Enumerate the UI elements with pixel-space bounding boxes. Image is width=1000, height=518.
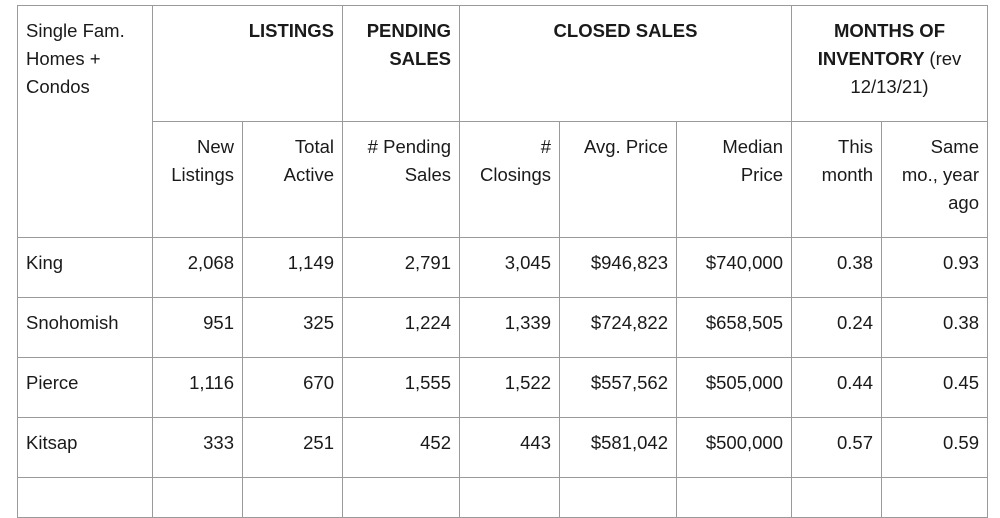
avg-price-cell: $724,822	[559, 297, 677, 358]
closings-cell: 3,045	[459, 237, 560, 298]
median-price-cell: $740,000	[676, 237, 792, 298]
empty-cell	[152, 477, 243, 518]
table-row: Snohomish 951 325 1,224 1,339 $724,822 $…	[17, 297, 988, 358]
corner-label: Single Fam. Homes + Condos	[17, 5, 153, 238]
county-name: Snohomish	[17, 297, 153, 358]
closings-cell: 1,522	[459, 357, 560, 418]
this-month-cell: 0.24	[791, 297, 882, 358]
empty-cell	[242, 477, 343, 518]
median-price-cell: $505,000	[676, 357, 792, 418]
listings-header: LISTINGS	[152, 5, 343, 122]
empty-cell	[559, 477, 677, 518]
total-active-cell: 1,149	[242, 237, 343, 298]
pending-sales-header: PENDING SALES	[342, 5, 460, 122]
total-active-cell: 251	[242, 417, 343, 478]
pending-count-header: # Pending Sales	[342, 121, 460, 238]
pending-cell: 1,224	[342, 297, 460, 358]
months-inventory-note: (rev 12/13/21)	[850, 48, 962, 97]
market-stats-table: Single Fam. Homes + Condos LISTINGS PEND…	[17, 5, 988, 518]
table-row: Pierce 1,116 670 1,555 1,522 $557,562 $5…	[17, 357, 988, 418]
county-name: Kitsap	[17, 417, 153, 478]
table-row: King 2,068 1,149 2,791 3,045 $946,823 $7…	[17, 237, 988, 298]
pending-cell: 452	[342, 417, 460, 478]
empty-cell	[342, 477, 460, 518]
county-name: King	[17, 237, 153, 298]
this-month-cell: 0.38	[791, 237, 882, 298]
empty-cell	[459, 477, 560, 518]
avg-price-header: Avg. Price	[559, 121, 677, 238]
year-ago-cell: 0.59	[881, 417, 988, 478]
median-price-cell: $500,000	[676, 417, 792, 478]
total-active-cell: 325	[242, 297, 343, 358]
subheader-row: New Listings Total Active # Pending Sale…	[18, 121, 988, 238]
this-month-cell: 0.57	[791, 417, 882, 478]
empty-cell	[676, 477, 792, 518]
county-name: Pierce	[17, 357, 153, 418]
months-inventory-title: MONTHS OF INVENTORY	[817, 20, 945, 69]
table-row: Kitsap 333 251 452 443 $581,042 $500,000…	[17, 417, 988, 478]
year-ago-header: Same mo., year ago	[881, 121, 988, 238]
median-price-header: Median Price	[676, 121, 792, 238]
new-listings-cell: 951	[152, 297, 243, 358]
this-month-header: This month	[791, 121, 882, 238]
months-inventory-header: MONTHS OF INVENTORY (rev 12/13/21)	[791, 5, 988, 122]
pending-cell: 1,555	[342, 357, 460, 418]
empty-cell	[17, 477, 153, 518]
avg-price-cell: $946,823	[559, 237, 677, 298]
total-active-header: Total Active	[242, 121, 343, 238]
closed-sales-header: CLOSED SALES	[459, 5, 792, 122]
closings-header: # Closings	[459, 121, 560, 238]
closings-cell: 1,339	[459, 297, 560, 358]
new-listings-cell: 2,068	[152, 237, 243, 298]
empty-cell	[881, 477, 988, 518]
table-row-partial	[17, 477, 988, 518]
this-month-cell: 0.44	[791, 357, 882, 418]
year-ago-cell: 0.45	[881, 357, 988, 418]
avg-price-cell: $581,042	[559, 417, 677, 478]
year-ago-cell: 0.38	[881, 297, 988, 358]
median-price-cell: $658,505	[676, 297, 792, 358]
pending-cell: 2,791	[342, 237, 460, 298]
year-ago-cell: 0.93	[881, 237, 988, 298]
new-listings-cell: 333	[152, 417, 243, 478]
closings-cell: 443	[459, 417, 560, 478]
empty-cell	[791, 477, 882, 518]
avg-price-cell: $557,562	[559, 357, 677, 418]
new-listings-cell: 1,116	[152, 357, 243, 418]
new-listings-header: New Listings	[152, 121, 243, 238]
header-row: Single Fam. Homes + Condos LISTINGS PEND…	[17, 5, 988, 238]
total-active-cell: 670	[242, 357, 343, 418]
